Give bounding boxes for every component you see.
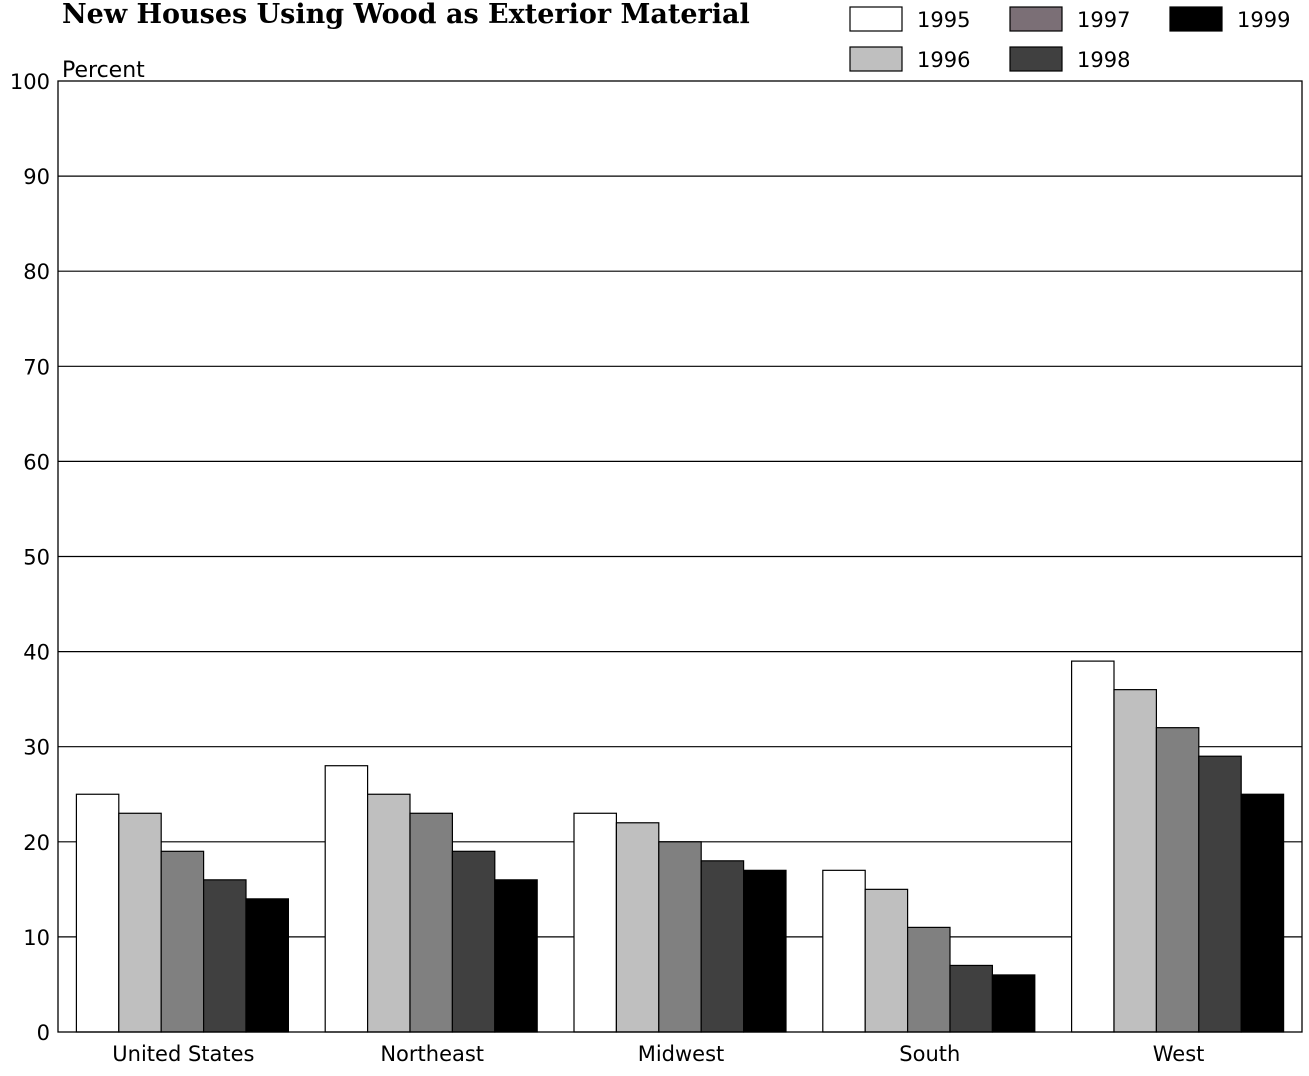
legend-label: 1995: [917, 8, 970, 32]
y-tick-label: 50: [23, 546, 50, 570]
legend-swatch: [849, 6, 903, 32]
bar: [324, 765, 369, 1033]
y-tick-label: 40: [23, 641, 50, 665]
gridlines: [58, 175, 1302, 938]
y-axis-label: Percent: [62, 58, 145, 83]
y-tick-label: 60: [23, 450, 50, 474]
bar: [203, 879, 247, 1033]
x-category-label: Northeast: [380, 1042, 484, 1066]
bar: [700, 860, 745, 1033]
category-labels: United States Northeast Midwest South West: [112, 1042, 1204, 1066]
chart-title: New Houses Using Wood as Exterior Materi…: [62, 0, 750, 30]
legend-label: 1997: [1077, 8, 1130, 32]
bars: [75, 660, 1285, 1033]
y-tick-label: 10: [23, 926, 50, 950]
bar: [822, 869, 866, 1033]
legend-swatch: [849, 46, 903, 72]
y-tick-label: 30: [23, 736, 50, 760]
bar: [494, 879, 538, 1033]
x-category-label: United States: [112, 1042, 254, 1066]
bar: [409, 812, 454, 1033]
legend-swatch: [1169, 6, 1223, 32]
y-tick-label: 0: [37, 1021, 50, 1045]
legend-swatch: [1009, 46, 1063, 72]
bar: [245, 898, 290, 1033]
bar: [615, 822, 660, 1033]
x-category-label: South: [899, 1042, 960, 1066]
y-tick-label: 70: [23, 355, 50, 379]
y-tick-label: 90: [23, 165, 50, 189]
x-category-label: West: [1153, 1042, 1205, 1066]
bar: [573, 812, 618, 1033]
x-category-label: Midwest: [638, 1042, 725, 1066]
bar: [658, 841, 702, 1033]
bar: [906, 926, 951, 1033]
bar: [864, 888, 909, 1033]
bar: [742, 869, 787, 1033]
bar: [160, 850, 205, 1033]
bar: [1240, 793, 1285, 1033]
plot-frame: [57, 80, 1303, 1033]
bar: [949, 964, 994, 1033]
y-tick-label: 80: [23, 260, 50, 284]
legend-label: 1998: [1077, 48, 1130, 72]
y-tick-label: 20: [23, 831, 50, 855]
bar: [451, 850, 496, 1033]
legend-label: 1996: [917, 48, 970, 72]
bar: [991, 974, 1036, 1033]
bar: [118, 812, 162, 1033]
bar: [367, 793, 411, 1033]
legend-swatch: [1009, 6, 1063, 32]
bar: [1070, 660, 1115, 1033]
bar: [1198, 755, 1242, 1033]
bar: [1155, 727, 1200, 1033]
bar: [75, 793, 120, 1033]
legend: 1995 1996 1997 1998 1999: [849, 6, 1290, 72]
y-tick-labels: 0 10 20 30 40 50 60 70 80 90 100: [10, 70, 50, 1045]
y-tick-label: 100: [10, 70, 50, 94]
bar: [1113, 689, 1158, 1033]
legend-label: 1999: [1237, 8, 1290, 32]
